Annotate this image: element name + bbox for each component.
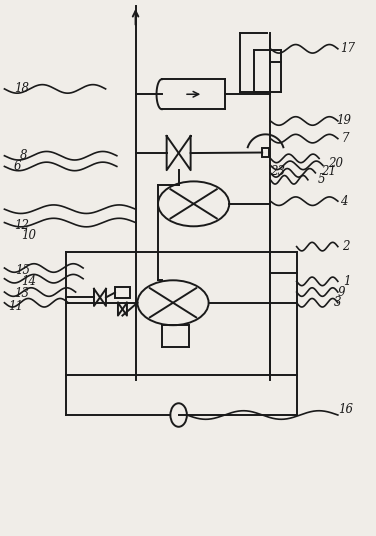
Text: 7: 7 (341, 132, 349, 145)
Text: 4: 4 (340, 195, 347, 207)
Text: 11: 11 (8, 300, 23, 313)
Text: 14: 14 (21, 275, 36, 288)
Bar (115, 287, 130, 299)
Bar (262, 148, 269, 158)
Text: 23: 23 (270, 165, 285, 178)
Text: 21: 21 (321, 165, 336, 178)
Text: 10: 10 (21, 229, 36, 242)
Text: 1: 1 (343, 275, 351, 288)
Text: 19: 19 (336, 115, 351, 128)
Text: 12: 12 (14, 219, 29, 232)
Text: 3: 3 (334, 296, 341, 309)
Text: 16: 16 (338, 403, 353, 416)
Text: 18: 18 (14, 83, 29, 95)
Text: 2: 2 (341, 240, 349, 253)
Text: 15: 15 (16, 264, 31, 277)
Text: 13: 13 (14, 287, 29, 300)
Text: 8: 8 (20, 149, 27, 162)
Text: 6: 6 (14, 160, 21, 173)
Text: 9: 9 (338, 286, 345, 299)
Text: 17: 17 (340, 42, 355, 55)
Text: 20: 20 (329, 157, 343, 170)
Text: 5: 5 (317, 173, 325, 187)
